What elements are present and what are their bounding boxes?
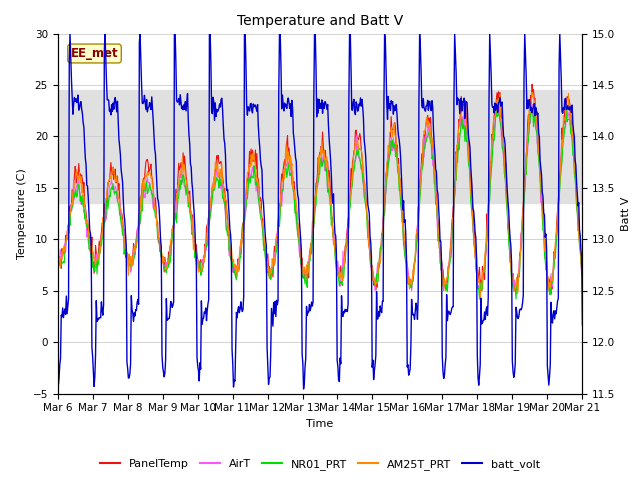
X-axis label: Time: Time [307, 419, 333, 429]
Bar [58, 90, 582, 204]
Legend: PanelTemp, AirT, NR01_PRT, AM25T_PRT, batt_volt: PanelTemp, AirT, NR01_PRT, AM25T_PRT, ba… [95, 455, 545, 474]
Y-axis label: Temperature (C): Temperature (C) [17, 168, 27, 259]
Y-axis label: Batt V: Batt V [621, 196, 631, 231]
Text: EE_met: EE_met [70, 47, 118, 60]
Title: Temperature and Batt V: Temperature and Batt V [237, 14, 403, 28]
